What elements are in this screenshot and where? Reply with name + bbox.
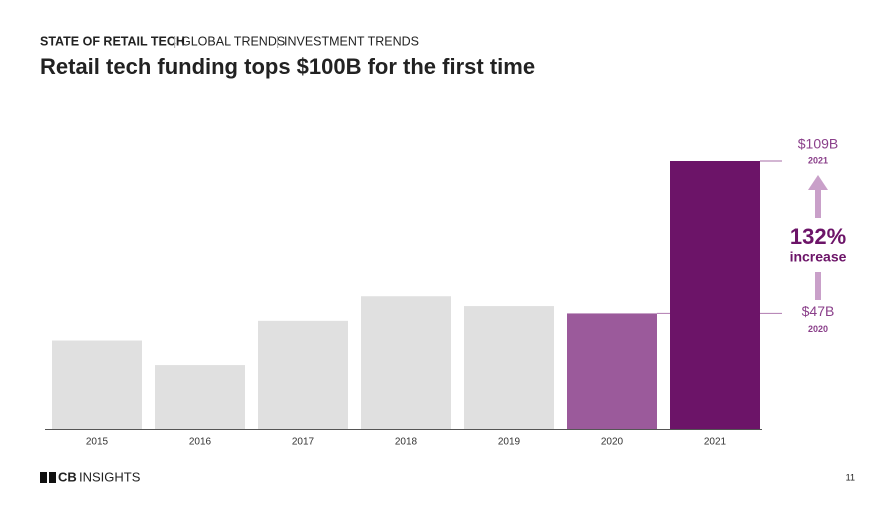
logo-icon: [40, 472, 47, 483]
chart-title: Retail tech funding tops $100B for the f…: [40, 54, 535, 79]
separator: |: [276, 34, 279, 48]
section: STATE OF RETAIL TECH: [40, 34, 185, 48]
x-tick-label: 2016: [189, 437, 212, 448]
value-label: $47B: [802, 303, 835, 319]
x-tick-label: 2021: [704, 437, 727, 448]
bar: [155, 365, 245, 429]
annotation-value: 132%: [790, 224, 846, 249]
arrow-head: [808, 175, 828, 190]
x-tick-label: 2015: [86, 437, 109, 448]
x-tick-label: 2018: [395, 437, 418, 448]
separator: |: [173, 34, 176, 48]
annotation: 132% increase: [790, 175, 847, 300]
bar: [52, 340, 142, 429]
x-tick-label: 2017: [292, 437, 315, 448]
value-label-year: 2021: [808, 155, 828, 165]
logo-text: INSIGHTS: [79, 469, 141, 484]
value-label-year: 2020: [808, 324, 828, 334]
bar: [258, 320, 348, 429]
annotation-text: increase: [790, 249, 847, 265]
crumb: INVESTMENT TRENDS: [284, 34, 419, 48]
x-tick-label: 2019: [498, 437, 521, 448]
x-tick-label: 2020: [601, 437, 624, 448]
bar: [464, 306, 554, 429]
crumb: GLOBAL TRENDS: [181, 34, 285, 48]
logo-text: CB: [58, 469, 77, 484]
logo-icon: [49, 472, 56, 483]
logo: CB INSIGHTS: [40, 469, 141, 484]
value-label: $109B: [798, 136, 838, 152]
page-number: 11: [846, 472, 855, 482]
bar: [361, 296, 451, 429]
bar: [567, 313, 657, 429]
bar: [670, 161, 760, 429]
